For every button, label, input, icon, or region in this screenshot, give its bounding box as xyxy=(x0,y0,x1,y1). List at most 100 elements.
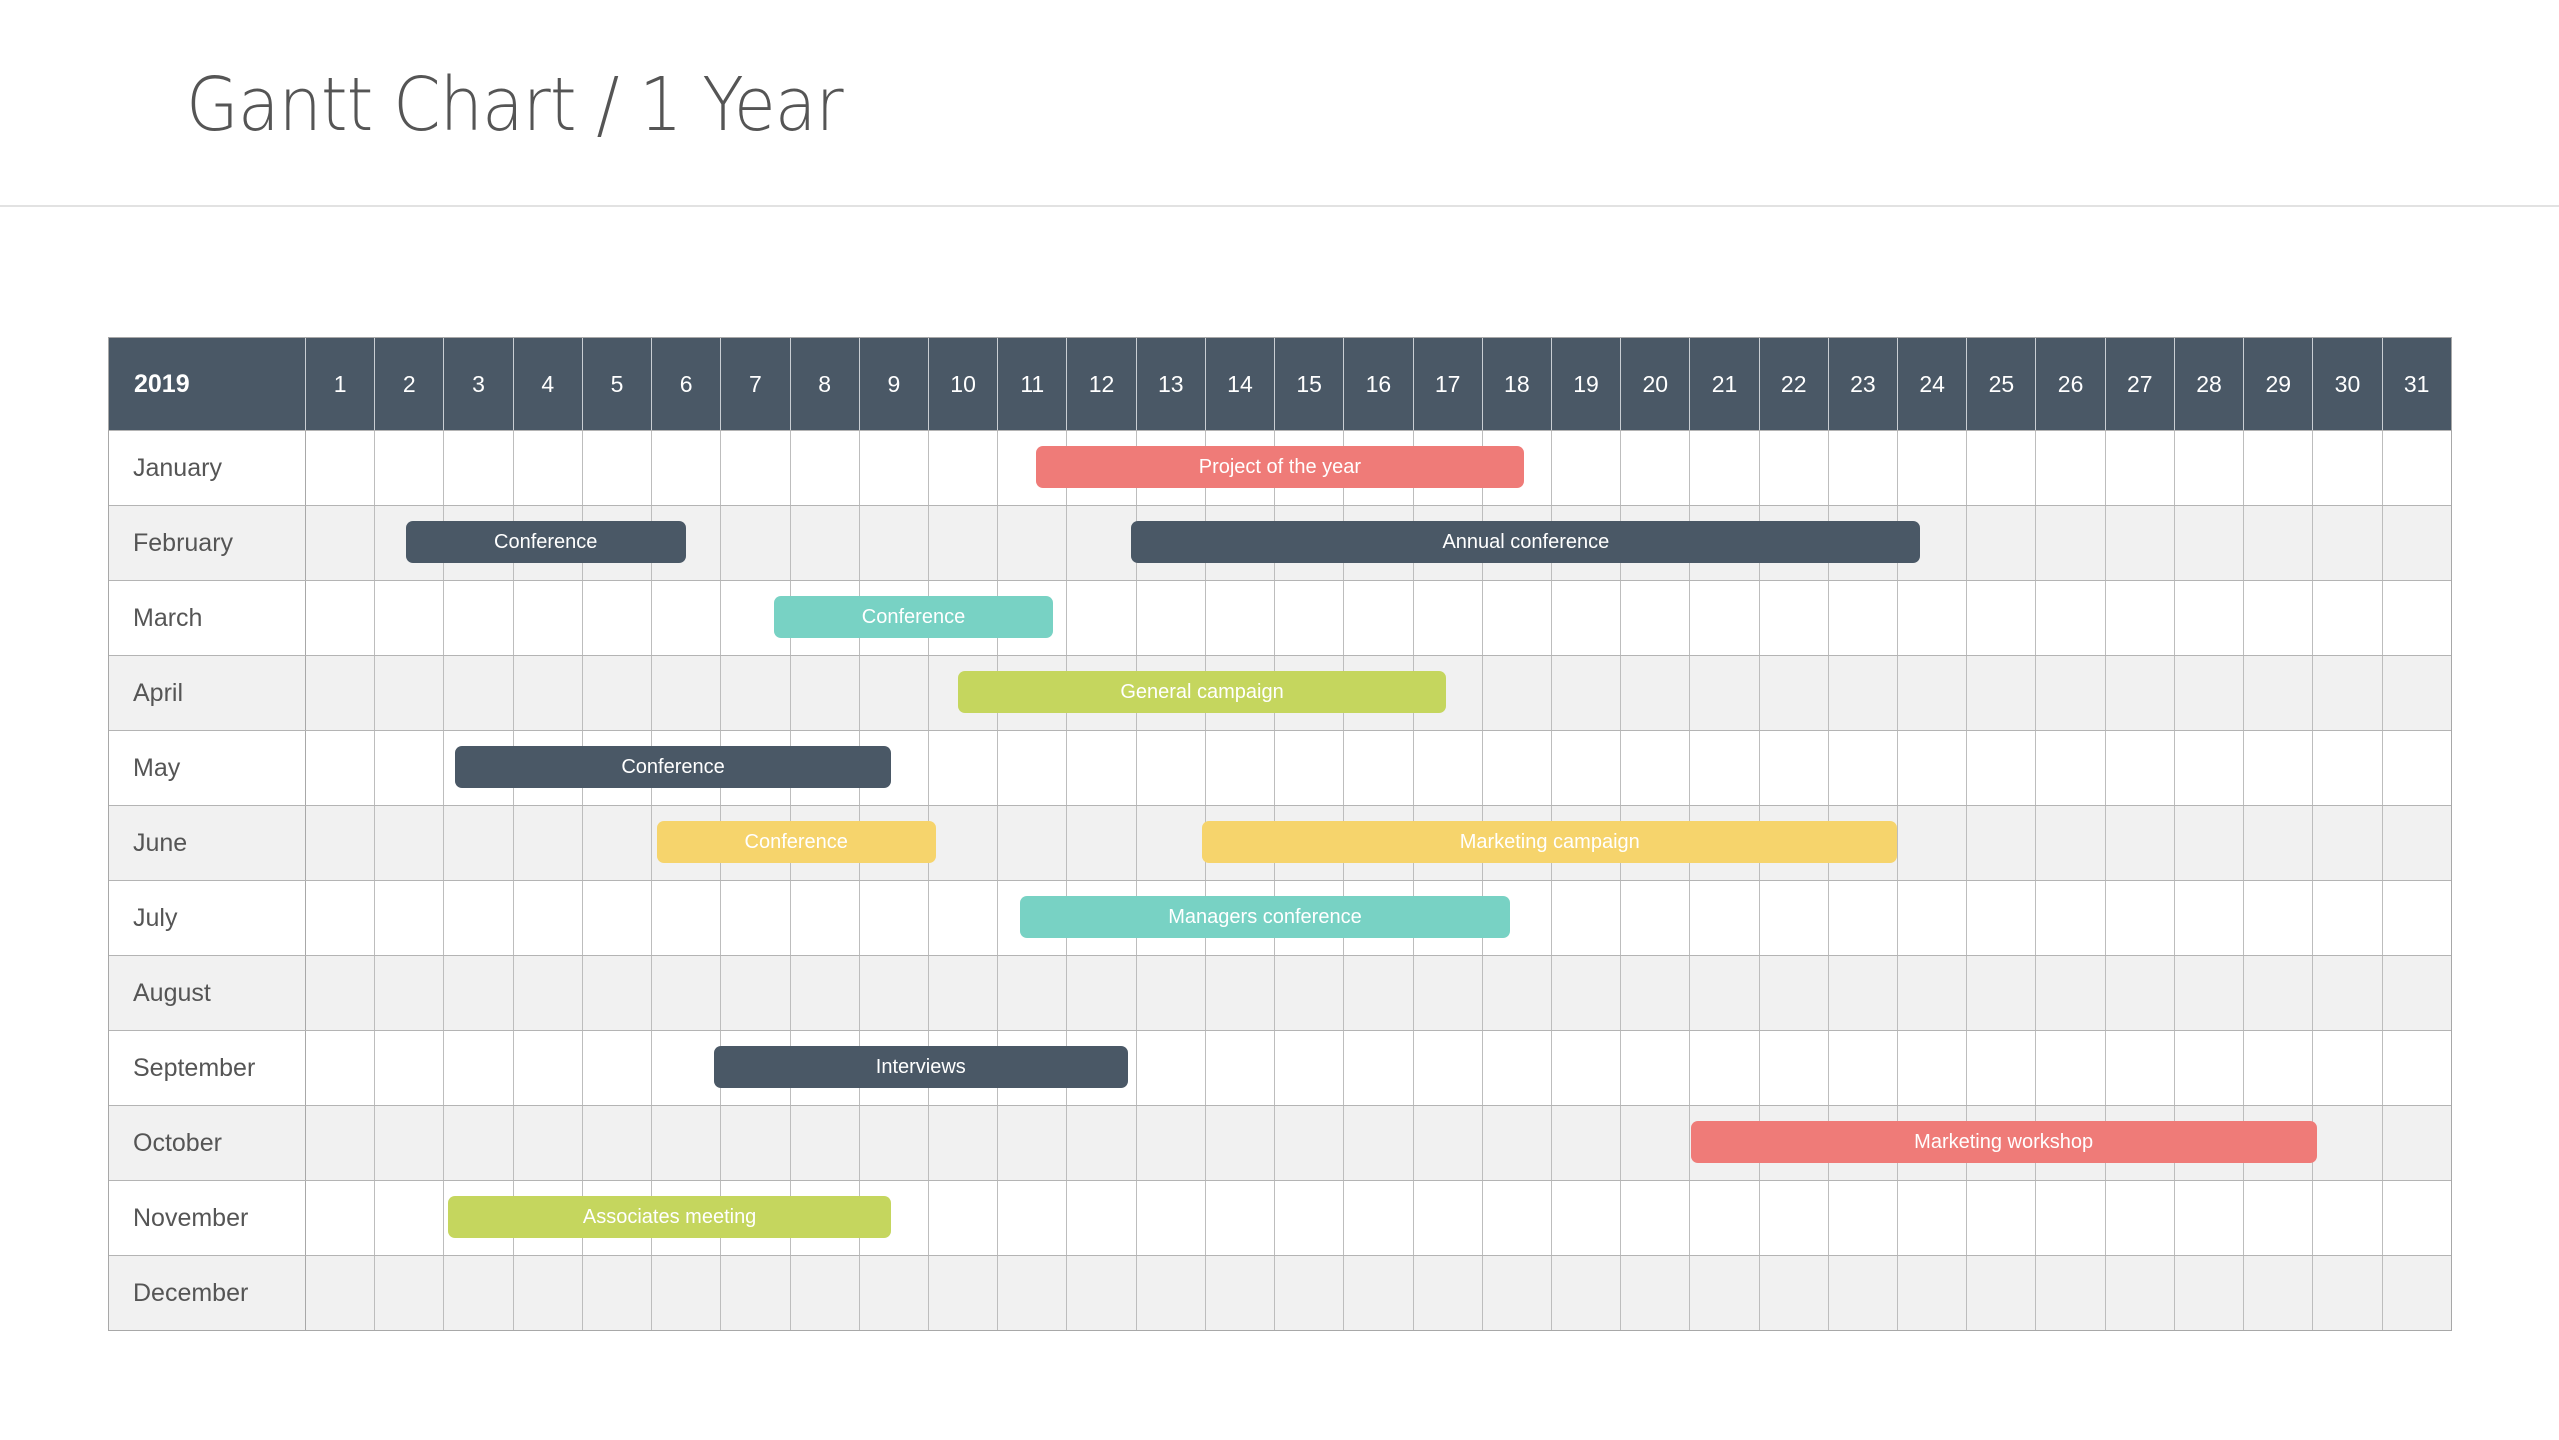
day-cell[interactable] xyxy=(2383,581,2451,655)
day-cell[interactable] xyxy=(2313,1106,2383,1180)
day-cell[interactable] xyxy=(2383,1256,2451,1330)
day-cell[interactable] xyxy=(1067,806,1137,880)
day-cell[interactable] xyxy=(1483,1181,1552,1255)
day-cell[interactable] xyxy=(1898,1031,1968,1105)
day-cell[interactable] xyxy=(2036,1181,2106,1255)
day-cell[interactable] xyxy=(2175,731,2245,805)
day-cell[interactable] xyxy=(1967,1256,2037,1330)
day-cell[interactable] xyxy=(1414,1181,1483,1255)
task-bar[interactable]: Project of the year xyxy=(1035,446,1524,488)
day-cell[interactable] xyxy=(721,506,791,580)
day-cell[interactable] xyxy=(929,731,999,805)
task-bar[interactable]: Conference xyxy=(773,596,1054,638)
day-cell[interactable] xyxy=(1621,956,1691,1030)
day-cell[interactable] xyxy=(1621,431,1691,505)
day-cell[interactable] xyxy=(1414,1106,1483,1180)
day-cell[interactable] xyxy=(1275,731,1345,805)
day-cell[interactable] xyxy=(2244,956,2314,1030)
day-cell[interactable] xyxy=(929,431,999,505)
day-cell[interactable] xyxy=(1206,581,1276,655)
day-cell[interactable] xyxy=(306,656,376,730)
day-cell[interactable] xyxy=(444,881,514,955)
day-cell[interactable] xyxy=(1760,1181,1829,1255)
day-cell[interactable] xyxy=(2383,956,2451,1030)
day-cell[interactable] xyxy=(1344,731,1414,805)
day-cell[interactable] xyxy=(1690,956,1760,1030)
day-cell[interactable] xyxy=(1414,1256,1483,1330)
day-cell[interactable] xyxy=(1483,1031,1552,1105)
day-cell[interactable] xyxy=(2244,1031,2314,1105)
day-cell[interactable] xyxy=(721,956,791,1030)
day-cell[interactable] xyxy=(2313,431,2383,505)
day-cell[interactable] xyxy=(860,656,929,730)
day-cell[interactable] xyxy=(2106,1256,2175,1330)
day-cell[interactable] xyxy=(2106,1031,2175,1105)
day-cell[interactable] xyxy=(2175,581,2245,655)
day-cell[interactable] xyxy=(1760,1031,1829,1105)
day-cell[interactable] xyxy=(1967,806,2037,880)
day-cell[interactable] xyxy=(998,581,1068,655)
day-cell[interactable] xyxy=(2106,806,2175,880)
day-cell[interactable] xyxy=(2175,431,2245,505)
day-cell[interactable] xyxy=(2313,1031,2383,1105)
day-cell[interactable] xyxy=(2313,881,2383,955)
day-cell[interactable] xyxy=(1275,1256,1345,1330)
day-cell[interactable] xyxy=(1137,806,1206,880)
day-cell[interactable] xyxy=(2036,581,2106,655)
day-cell[interactable] xyxy=(1760,956,1829,1030)
day-cell[interactable] xyxy=(1067,1106,1137,1180)
day-cell[interactable] xyxy=(860,731,929,805)
day-cell[interactable] xyxy=(2244,506,2314,580)
day-cell[interactable] xyxy=(1690,731,1760,805)
day-cell[interactable] xyxy=(1829,431,1899,505)
day-cell[interactable] xyxy=(306,1031,376,1105)
day-cell[interactable] xyxy=(1621,1181,1691,1255)
day-cell[interactable] xyxy=(1898,431,1968,505)
day-cell[interactable] xyxy=(306,1181,376,1255)
day-cell[interactable] xyxy=(2175,1256,2245,1330)
day-cell[interactable] xyxy=(514,1106,583,1180)
day-cell[interactable] xyxy=(2106,881,2175,955)
day-cell[interactable] xyxy=(860,1181,929,1255)
day-cell[interactable] xyxy=(2244,656,2314,730)
day-cell[interactable] xyxy=(1829,1181,1899,1255)
day-cell[interactable] xyxy=(2036,656,2106,730)
day-cell[interactable] xyxy=(929,1181,999,1255)
day-cell[interactable] xyxy=(1344,1256,1414,1330)
day-cell[interactable] xyxy=(306,1256,376,1330)
day-cell[interactable] xyxy=(1967,1181,2037,1255)
day-cell[interactable] xyxy=(514,1256,583,1330)
day-cell[interactable] xyxy=(1621,581,1691,655)
day-cell[interactable] xyxy=(2313,956,2383,1030)
day-cell[interactable] xyxy=(791,956,860,1030)
day-cell[interactable] xyxy=(583,881,653,955)
day-cell[interactable] xyxy=(1621,1256,1691,1330)
day-cell[interactable] xyxy=(652,431,722,505)
day-cell[interactable] xyxy=(721,656,791,730)
day-cell[interactable] xyxy=(791,431,860,505)
day-cell[interactable] xyxy=(1898,656,1968,730)
task-bar[interactable]: Conference xyxy=(405,521,686,563)
day-cell[interactable] xyxy=(1829,881,1899,955)
day-cell[interactable] xyxy=(721,1256,791,1330)
day-cell[interactable] xyxy=(1206,731,1276,805)
day-cell[interactable] xyxy=(1898,956,1968,1030)
day-cell[interactable] xyxy=(2244,431,2314,505)
day-cell[interactable] xyxy=(2106,581,2175,655)
day-cell[interactable] xyxy=(2036,881,2106,955)
day-cell[interactable] xyxy=(1829,731,1899,805)
day-cell[interactable] xyxy=(1206,1181,1276,1255)
day-cell[interactable] xyxy=(1898,581,1968,655)
day-cell[interactable] xyxy=(375,431,445,505)
day-cell[interactable] xyxy=(1829,1256,1899,1330)
day-cell[interactable] xyxy=(2383,1106,2451,1180)
day-cell[interactable] xyxy=(721,881,791,955)
day-cell[interactable] xyxy=(1967,731,2037,805)
day-cell[interactable] xyxy=(514,956,583,1030)
day-cell[interactable] xyxy=(583,1256,653,1330)
day-cell[interactable] xyxy=(2383,1031,2451,1105)
day-cell[interactable] xyxy=(1275,1106,1345,1180)
day-cell[interactable] xyxy=(929,806,999,880)
day-cell[interactable] xyxy=(1067,1181,1137,1255)
day-cell[interactable] xyxy=(514,881,583,955)
